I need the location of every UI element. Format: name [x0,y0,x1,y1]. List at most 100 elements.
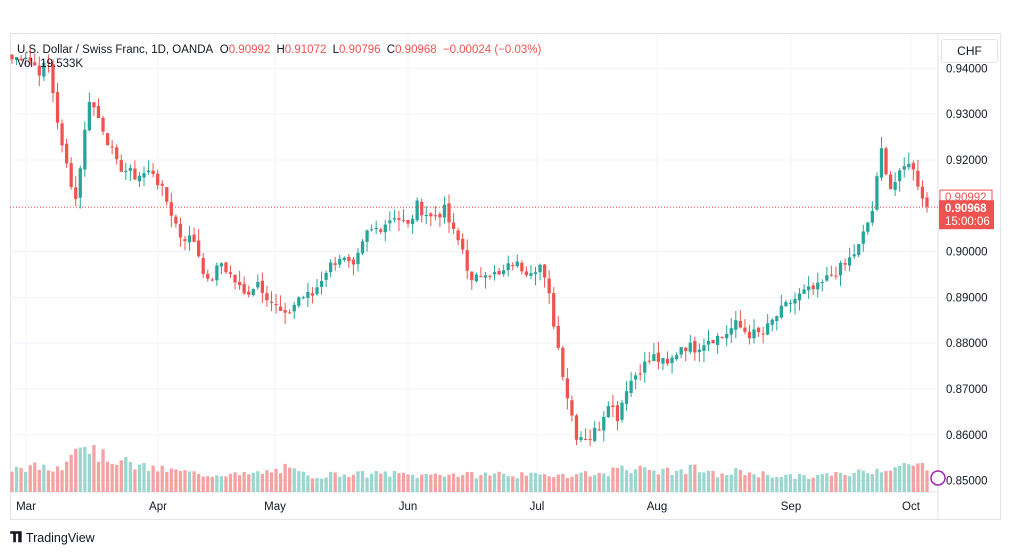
candle-body [456,230,460,241]
volume-bar [142,463,146,492]
volume-bar [69,454,73,492]
volume-bar [461,475,465,492]
volume-bar [761,471,765,492]
candle-body [142,173,146,178]
volume-bar [629,472,633,492]
candle-body [51,63,55,94]
low-value: 0.90796 [338,44,381,56]
volume-bar [319,478,324,492]
candle-body [697,349,702,353]
candle-body [174,216,178,224]
candle-body [219,263,224,267]
candle-body [811,285,815,290]
candle-body [524,271,529,276]
volume-bar [506,476,510,492]
candle-body [461,238,465,250]
candle-body [515,261,519,267]
volume-bar [634,469,638,492]
volume-bar [529,472,533,492]
candle-body [674,354,679,360]
candle-body [638,373,642,375]
candle-body [602,416,606,431]
candle-body [588,438,592,440]
volume-bar [615,467,620,492]
volume-bar [611,467,615,492]
volume-bar [565,478,570,492]
candle-body [647,360,651,362]
volume-bar [128,462,132,492]
volume-bar [747,472,752,492]
x-tick-label: Oct [902,501,921,513]
x-tick-label: Jul [530,501,545,513]
candle-body [529,273,533,276]
volume-bar [857,469,861,492]
candle-body [779,305,783,318]
volume-bar [702,472,706,492]
candle-body [902,166,906,170]
candle-body [925,197,929,207]
candle-body [228,272,233,275]
candle-body [766,323,770,335]
candle-body [447,203,451,223]
volume-bar [160,465,164,492]
volume-bar [920,462,925,492]
candle-body [87,102,92,131]
candle-body [133,168,137,180]
volume-bar [624,470,629,492]
candle-body [611,405,615,407]
last-price-label: 0.90968 [945,203,987,215]
volume-bar [470,471,474,492]
candle-body [201,258,205,274]
candle-body [661,358,665,364]
volume-bar [105,461,110,492]
candle-body [178,223,183,238]
volume-bar [46,470,51,492]
candle-body [24,57,28,59]
volume-bar [78,447,82,492]
candle-body [388,220,392,224]
tradingview-footer[interactable]: 𝐓❙ TradingView [10,529,95,546]
volume-bar [178,471,183,492]
volume-bar [388,476,392,492]
candle-body [533,272,538,275]
volume-bar [693,464,697,492]
candle-body [474,274,478,282]
candle-body [911,163,915,170]
candle-body [829,274,834,276]
candle-body [115,147,119,160]
y-tick-label: 0.85000 [946,476,988,488]
candle-body [920,186,925,199]
volume-bar [893,467,897,492]
candle-body [379,229,383,232]
candle-body [816,282,820,290]
volume-bar [638,465,642,492]
volume-bar [907,464,911,492]
volume-bar [96,461,101,492]
volume-bar [784,474,788,492]
volume-bar [451,473,456,492]
volume-bar [60,470,64,492]
volume-bar [237,475,242,492]
candle-body [288,312,292,314]
currency-button[interactable]: CHF [941,39,998,63]
candle-body [820,282,824,284]
volume-bar [10,471,14,492]
volume-bar [720,473,724,492]
volume-bar [674,471,679,492]
volume-bar [415,477,419,492]
volume-bar [192,471,196,492]
volume-bar [743,475,747,492]
volume-bar [533,473,538,492]
volume-bar [233,472,237,492]
candle-body [629,380,633,393]
candle-body [329,262,333,273]
chart-frame[interactable] [10,33,1001,520]
volume-bar [665,467,670,492]
volume-bar [570,476,574,492]
candle-body [64,143,69,164]
volume-bar [137,464,142,492]
low-label: L [332,44,339,56]
candle-body [96,105,101,119]
candle-body [356,252,360,265]
